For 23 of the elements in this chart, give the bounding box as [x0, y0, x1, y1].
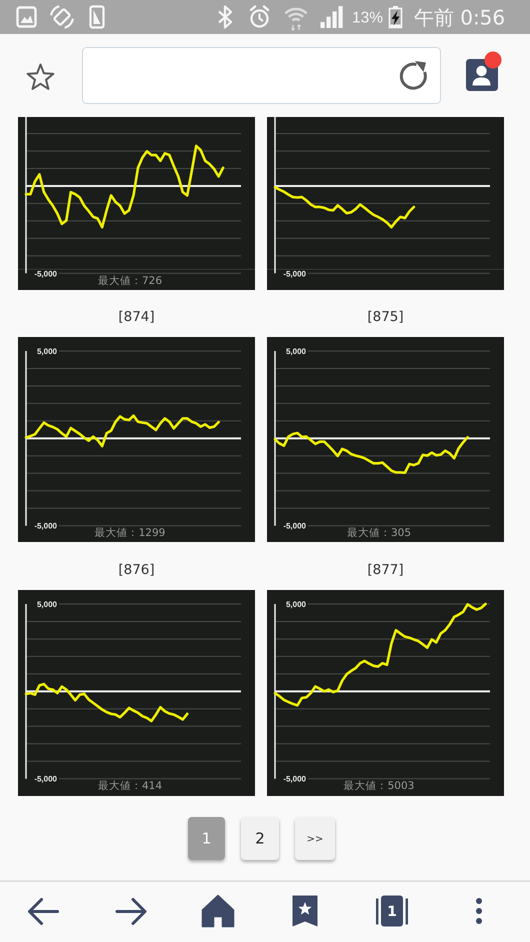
y-tick-label: -5,000	[34, 774, 58, 784]
text: >>	[306, 834, 324, 844]
y-tick-label: -5,000	[283, 774, 307, 784]
chart-title: [876]	[118, 562, 155, 578]
text: 最大値：726	[98, 274, 162, 287]
text: 最大値：414	[98, 779, 162, 792]
y-tick-label: 5,000	[36, 600, 58, 608]
y-tick-label: 5,000	[286, 600, 307, 608]
text: 1	[387, 904, 397, 920]
y-tick-label: -5,000	[34, 521, 58, 530]
y-tick-label: 5,000	[286, 346, 307, 356]
text: 13%	[352, 9, 384, 26]
text: 最大値：5003	[344, 779, 414, 792]
text: 1	[202, 830, 212, 848]
y-tick-label: -5,000	[283, 521, 307, 530]
chart-title: [875]	[367, 309, 404, 325]
chart-title: [874]	[118, 309, 155, 325]
text: 午前 0:56	[414, 6, 506, 30]
y-tick-label: 5,000	[36, 346, 58, 356]
text: 2	[255, 830, 265, 848]
text: 最大値：1299	[94, 526, 166, 540]
chart-title: [877]	[367, 562, 404, 578]
text: 最大値：305	[346, 526, 412, 540]
